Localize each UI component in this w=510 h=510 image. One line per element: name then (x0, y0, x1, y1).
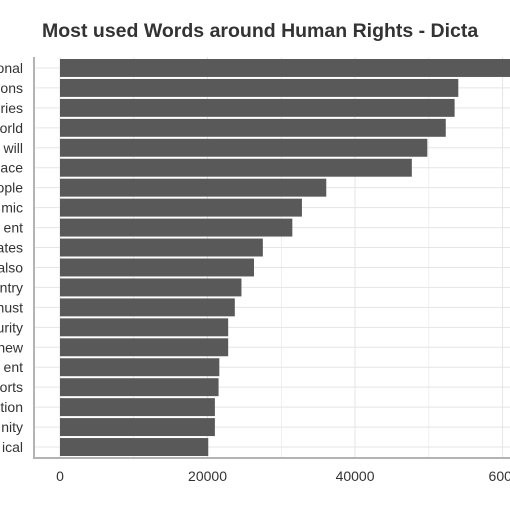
tick-labels: onal ons ries orld will ace ople mic ent ates also… (0, 60, 510, 484)
chart-title: Most used Words around Human Rights - Di… (42, 20, 479, 42)
y-tick-label: onal (0, 60, 23, 76)
y-tick-label: new (0, 339, 24, 355)
bar (60, 378, 219, 397)
bar (60, 338, 229, 357)
x-tick-label: 20000 (188, 468, 227, 484)
y-tick-label: ates (0, 240, 23, 256)
bar (60, 358, 220, 377)
bar (60, 318, 229, 337)
y-tick-label: ople (0, 180, 23, 196)
y-tick-label: orts (0, 379, 23, 395)
y-tick-label: ons (0, 80, 23, 96)
bars (60, 58, 510, 457)
y-tick-label: also (0, 259, 23, 275)
bar (60, 98, 455, 117)
bar (60, 58, 510, 77)
bar (60, 418, 215, 437)
y-tick-label: mic (1, 200, 23, 216)
bar (60, 258, 254, 277)
y-tick-label: ries (0, 100, 23, 116)
x-tick-label: 40000 (336, 468, 375, 484)
y-tick-label: ntry (0, 279, 23, 295)
y-tick-label: orld (0, 120, 23, 136)
y-tick-label: ent (4, 220, 24, 236)
bar (60, 438, 209, 457)
bar (60, 198, 302, 217)
y-tick-label: ent (4, 359, 24, 375)
bar (60, 118, 446, 137)
grid-lines (34, 57, 510, 458)
bar (60, 398, 215, 417)
bar (60, 238, 263, 257)
y-tick-label: nity (1, 419, 23, 435)
bar (60, 78, 459, 97)
bar (60, 218, 293, 237)
bar (60, 138, 428, 157)
bar (60, 278, 242, 297)
axes (33, 57, 510, 459)
y-tick-label: will (3, 140, 23, 156)
y-tick-label: urity (0, 319, 23, 335)
x-tick-label: 6000 (489, 468, 510, 484)
bar (60, 158, 412, 177)
y-tick-label: must (0, 299, 23, 315)
x-tick-label: 0 (56, 468, 64, 484)
bar (60, 298, 235, 317)
y-tick-label: ical (2, 439, 23, 455)
y-tick-label: tion (0, 399, 23, 415)
bar (60, 178, 327, 197)
y-tick-label: ace (0, 160, 23, 176)
